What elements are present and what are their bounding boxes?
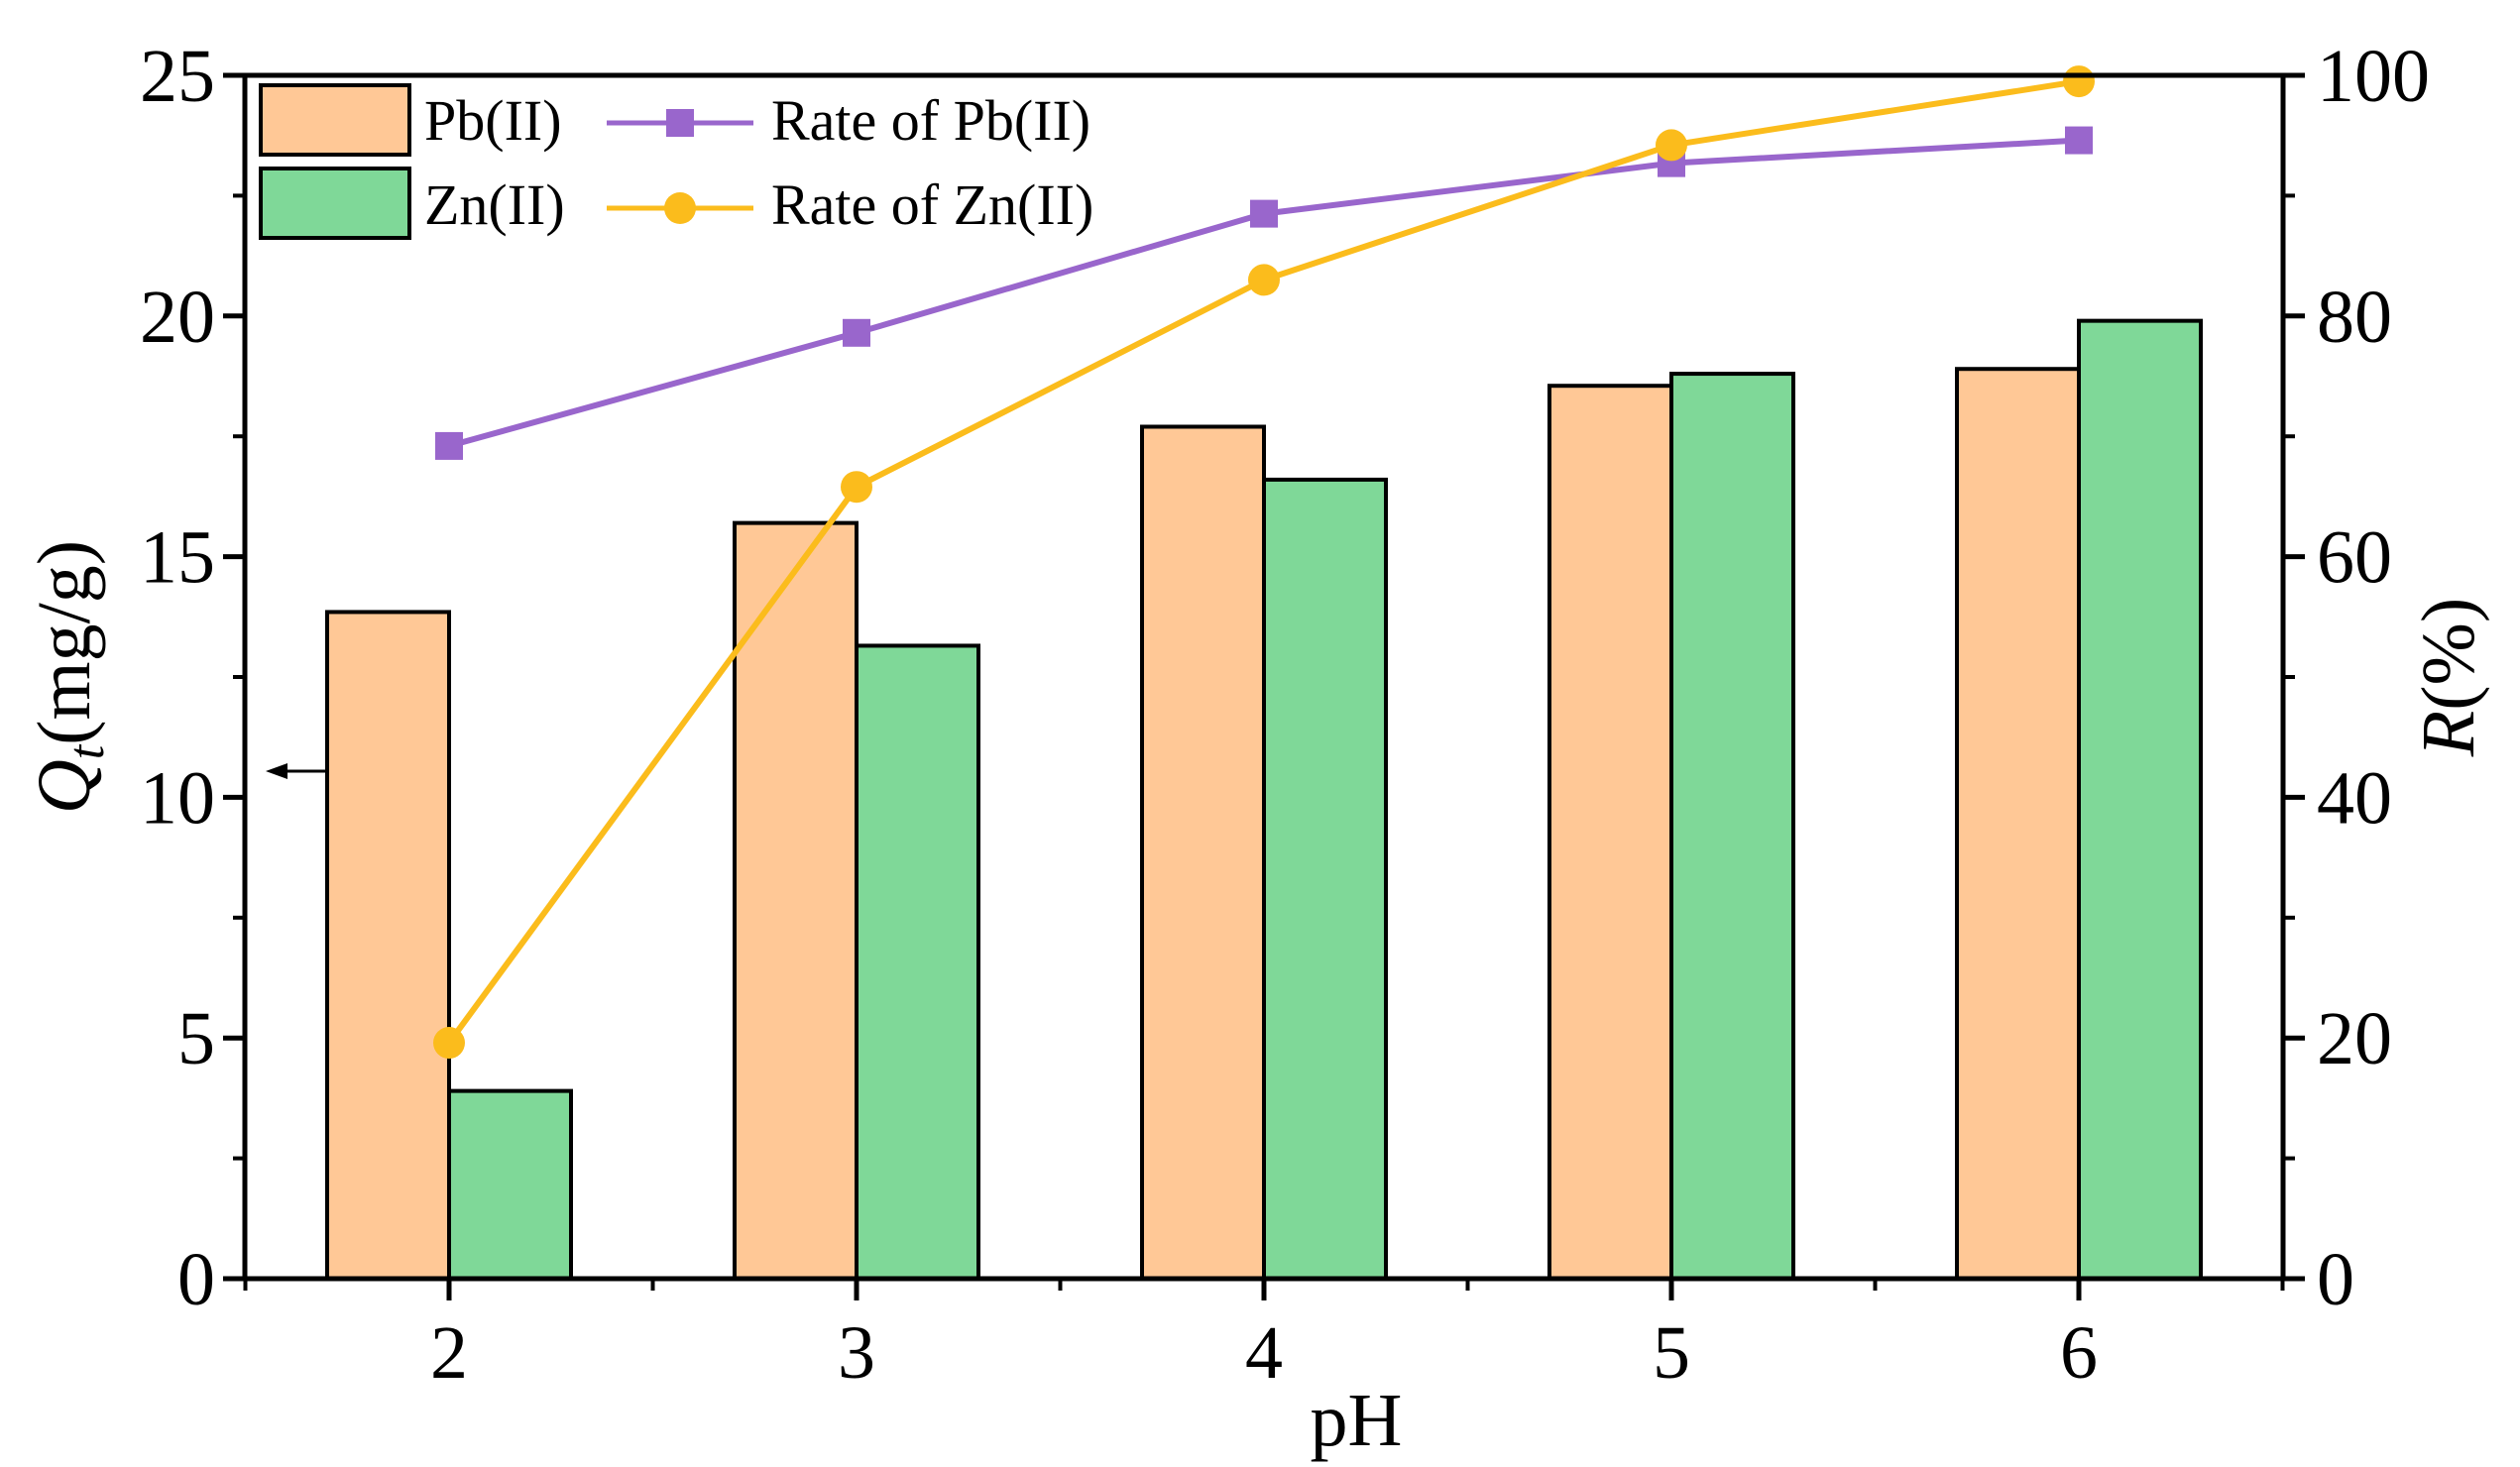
y-axis-title-left: Qt(mg/g) [23, 540, 115, 814]
legend-swatch-pb [259, 83, 411, 157]
x-tick-label-6: 6 [2060, 1311, 2098, 1395]
right-tick-label-0: 0 [2317, 1238, 2354, 1321]
legend: Pb(II) Zn(II) Rate of Pb(II) Rate of Zn(… [259, 83, 1093, 240]
bar-znii-2 [447, 1088, 573, 1281]
left-tick-label-0: 0 [177, 1238, 215, 1321]
marker-rate-of-pb-ii--2 [435, 431, 463, 460]
bar-znii-5 [1669, 372, 1795, 1281]
marker-rate-of-zn-ii--3 [841, 471, 872, 504]
bar-znii-6 [2077, 318, 2203, 1281]
bar-pbii-2 [325, 610, 451, 1281]
left-tick-label-15: 15 [140, 516, 215, 600]
legend-label-pb: Pb(II) [424, 88, 562, 153]
marker-rate-of-pb-ii--4 [1250, 199, 1278, 228]
bar-pbii-5 [1547, 384, 1673, 1282]
y-axis-title-unit: (mg/g) [23, 540, 106, 745]
left-tick-label-20: 20 [140, 276, 215, 359]
axis-pointer-arrow [266, 763, 327, 779]
left-tick-label-25: 25 [140, 35, 215, 118]
right-tick-label-60: 60 [2317, 516, 2392, 600]
marker-rate-of-zn-ii--6 [2063, 65, 2095, 98]
marker-rate-of-zn-ii--5 [1656, 129, 1687, 162]
y-axis-title-right-unit: (%) [2407, 598, 2490, 711]
y-axis-title-right: R(%) [2407, 598, 2490, 757]
right-tick-label-40: 40 [2317, 756, 2392, 840]
marker-rate-of-pb-ii--6 [2065, 126, 2093, 155]
x-tick-label-5: 5 [1653, 1311, 1690, 1395]
bars-layer [325, 318, 2203, 1282]
y-axis-title-right-symbol: R [2407, 711, 2490, 757]
left-tick-label-5: 5 [177, 997, 215, 1080]
marker-rate-of-zn-ii--2 [433, 1027, 465, 1060]
legend-marker-rate-pb [666, 109, 694, 137]
legend-swatch-zn [259, 167, 411, 240]
ticks [223, 72, 2305, 1300]
legend-marker-rate-zn [664, 192, 696, 224]
bar-pbii-6 [1955, 367, 2081, 1281]
legend-label-rate-pb: Rate of Pb(II) [771, 88, 1090, 153]
x-tick-label-4: 4 [1245, 1311, 1283, 1395]
x-axis-title: pH [1311, 1379, 1403, 1462]
right-tick-label-80: 80 [2317, 276, 2392, 359]
x-tick-label-2: 2 [430, 1311, 468, 1395]
right-tick-label-100: 100 [2317, 35, 2430, 118]
legend-label-rate-zn: Rate of Zn(II) [771, 172, 1093, 237]
right-tick-label-20: 20 [2317, 997, 2392, 1080]
left-tick-label-10: 10 [140, 756, 215, 840]
bar-pbii-4 [1140, 424, 1266, 1282]
y-axis-title-symbol: Q [23, 759, 106, 814]
bar-znii-4 [1262, 477, 1388, 1281]
bar-pbii-3 [733, 520, 859, 1281]
marker-rate-of-zn-ii--4 [1248, 264, 1280, 296]
x-tick-label-3: 3 [838, 1311, 875, 1395]
marker-rate-of-pb-ii--3 [843, 318, 870, 347]
bar-znii-3 [855, 643, 980, 1281]
legend-label-zn: Zn(II) [424, 172, 565, 237]
y-axis-title-subscript: t [58, 743, 115, 759]
tick-labels: 0 5 10 15 20 25 0 20 40 60 80 100 2 3 4 5 6 [140, 35, 2430, 1395]
